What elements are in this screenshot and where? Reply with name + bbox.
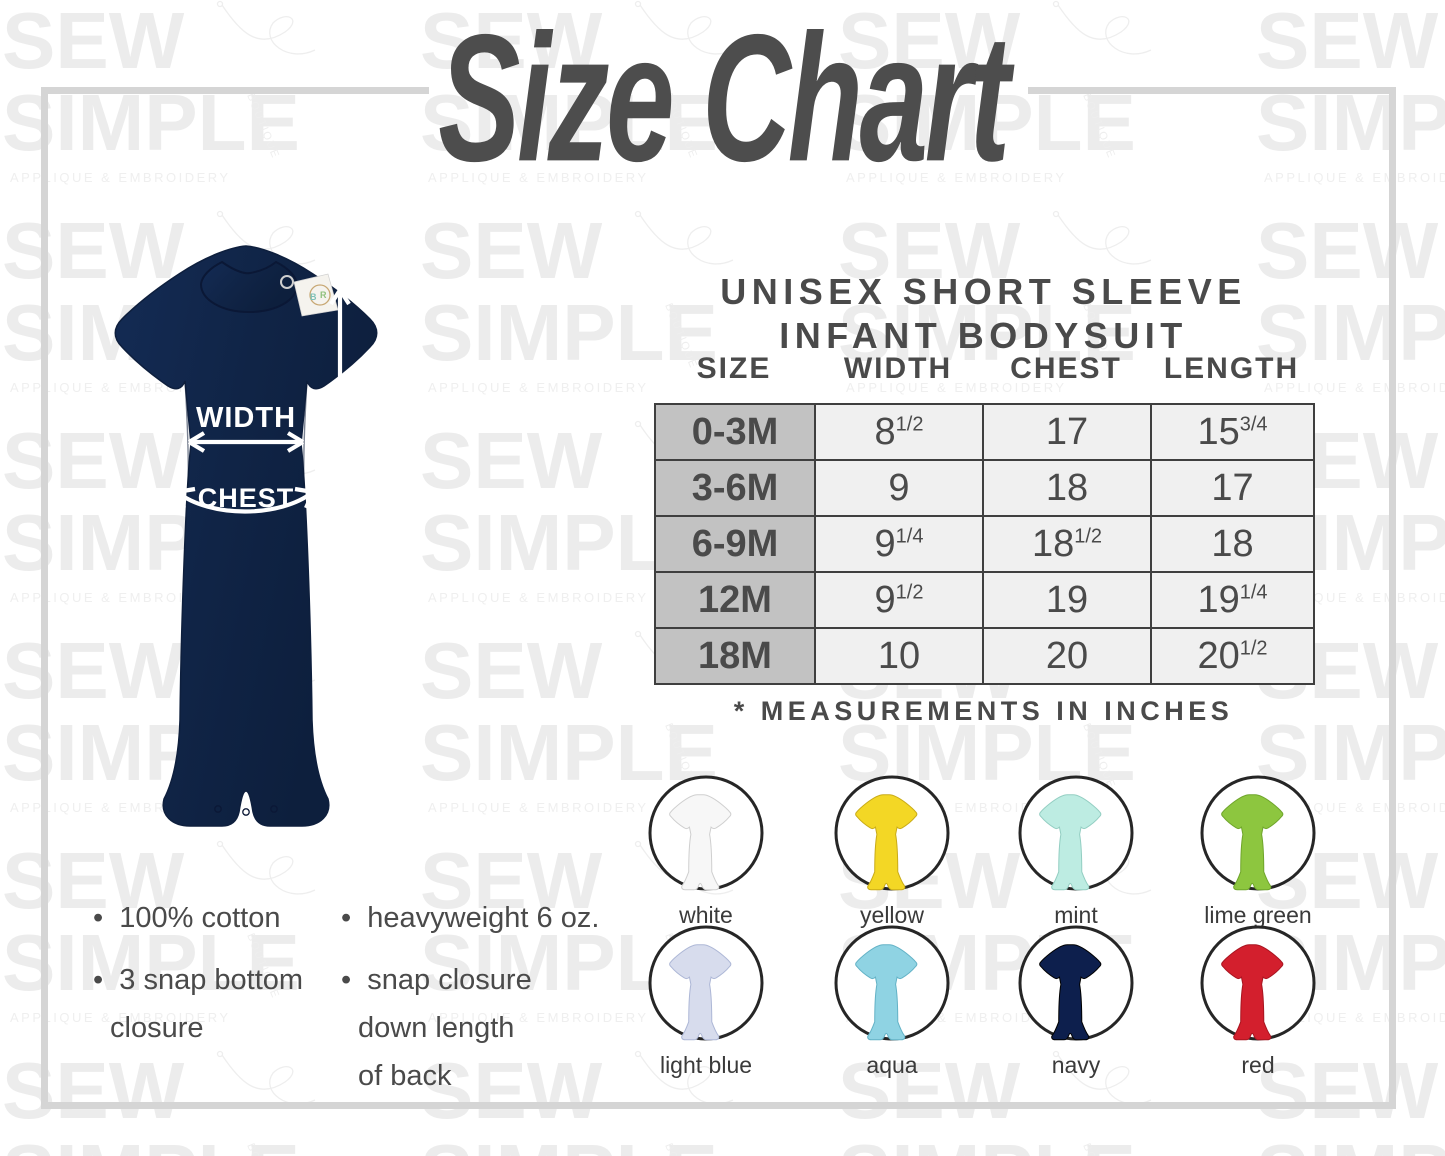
- svg-text:CHEST: CHEST: [198, 483, 295, 513]
- svg-text:B: B: [310, 292, 317, 302]
- svg-text:WIDTH: WIDTH: [196, 402, 296, 434]
- svg-text:LENGTH: LENGTH: [334, 502, 364, 619]
- svg-text:R: R: [320, 290, 327, 300]
